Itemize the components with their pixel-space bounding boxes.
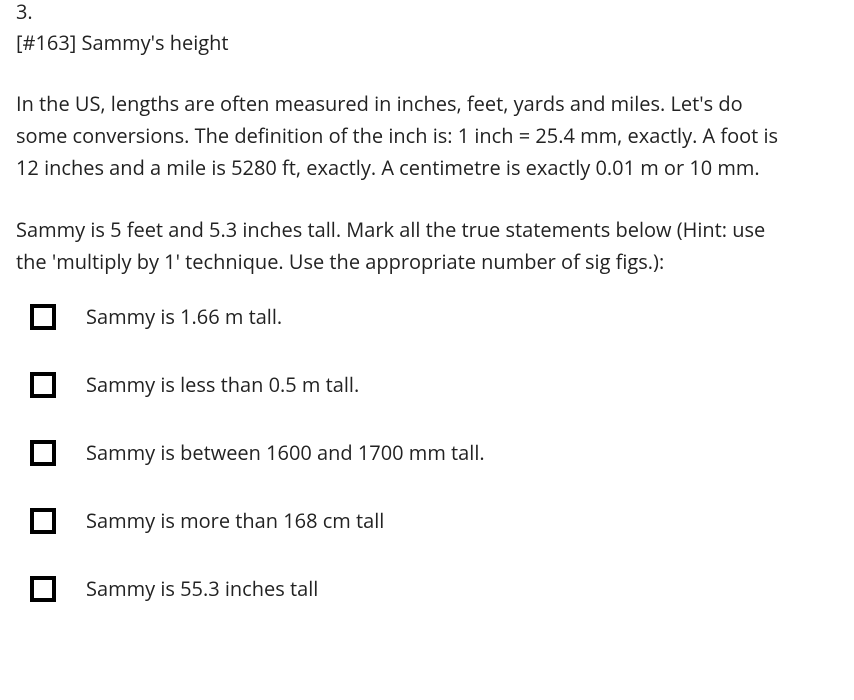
option-label: Sammy is 55.3 inches tall xyxy=(86,576,318,602)
question-paragraph-2: Sammy is 5 feet and 5.3 inches tall. Mar… xyxy=(16,214,796,278)
option-row[interactable]: Sammy is 55.3 inches tall xyxy=(16,576,838,602)
checkbox-icon[interactable] xyxy=(30,508,56,534)
question-paragraph-1: In the US, lengths are often measured in… xyxy=(16,88,796,184)
option-row[interactable]: Sammy is between 1600 and 1700 mm tall. xyxy=(16,440,838,466)
option-row[interactable]: Sammy is more than 168 cm tall xyxy=(16,508,838,534)
question-page: 3. [#163] Sammy's height In the US, leng… xyxy=(0,0,854,602)
option-label: Sammy is 1.66 m tall. xyxy=(86,304,282,330)
question-title: [#163] Sammy's height xyxy=(16,28,838,58)
option-label: Sammy is between 1600 and 1700 mm tall. xyxy=(86,440,485,466)
option-row[interactable]: Sammy is less than 0.5 m tall. xyxy=(16,372,838,398)
checkbox-icon[interactable] xyxy=(30,304,56,330)
option-row[interactable]: Sammy is 1.66 m tall. xyxy=(16,304,838,330)
checkbox-icon[interactable] xyxy=(30,576,56,602)
option-label: Sammy is more than 168 cm tall xyxy=(86,508,384,534)
question-number: 3. xyxy=(16,0,838,24)
checkbox-icon[interactable] xyxy=(30,440,56,466)
checkbox-icon[interactable] xyxy=(30,372,56,398)
options-list: Sammy is 1.66 m tall. Sammy is less than… xyxy=(16,304,838,602)
option-label: Sammy is less than 0.5 m tall. xyxy=(86,372,359,398)
